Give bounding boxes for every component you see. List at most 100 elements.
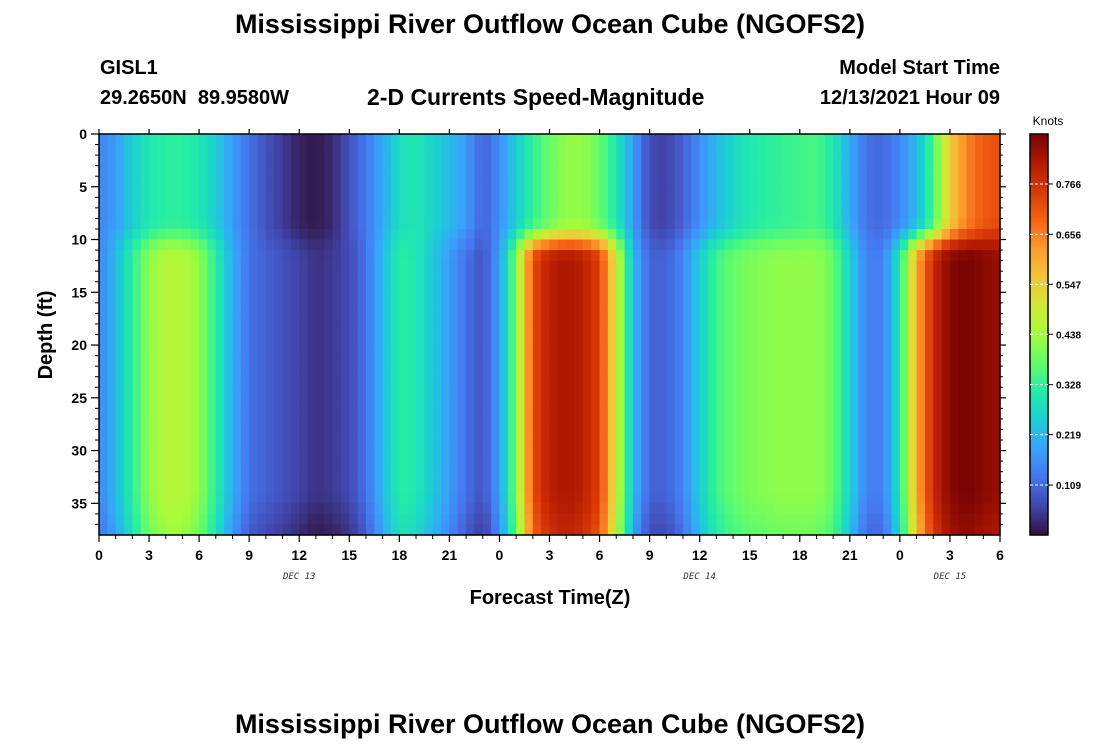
heatmap-cell	[624, 397, 634, 409]
heatmap-cell	[641, 207, 651, 220]
heatmap-cell	[616, 176, 626, 188]
heatmap-cell	[482, 450, 492, 462]
heatmap-cell	[816, 239, 826, 251]
heatmap-cell	[182, 366, 192, 378]
heatmap-cell	[274, 503, 284, 515]
heatmap-cell	[816, 155, 826, 167]
heatmap-cell	[357, 492, 367, 504]
heatmap-cell	[699, 271, 709, 283]
heatmap-cell	[149, 387, 158, 399]
heatmap-cell	[866, 461, 876, 473]
heatmap-cell	[499, 134, 509, 146]
heatmap-cell	[491, 492, 501, 504]
heatmap-cell	[115, 513, 125, 526]
heatmap-cell	[407, 323, 417, 336]
heatmap-cell	[107, 450, 117, 462]
heatmap-cell	[441, 186, 450, 198]
heatmap-cell	[390, 450, 400, 462]
heatmap-cell	[382, 323, 392, 336]
heatmap-cell	[774, 408, 784, 420]
heatmap-cell	[299, 292, 309, 304]
heatmap-cell	[849, 186, 859, 198]
heatmap-cell	[224, 323, 234, 336]
heatmap-cell	[382, 397, 392, 409]
heatmap-cell	[616, 418, 626, 431]
heatmap-cell	[416, 408, 425, 420]
heatmap-cell	[474, 313, 484, 325]
heatmap-cell	[858, 418, 868, 431]
heatmap-cell	[991, 524, 1001, 536]
heatmap-cell	[140, 461, 150, 473]
heatmap-cell	[274, 197, 284, 209]
heatmap-cell	[766, 134, 776, 146]
heatmap-cell	[941, 323, 951, 336]
heatmap-cell	[574, 461, 584, 473]
heatmap-cell	[591, 482, 601, 494]
heatmap-cell	[399, 197, 409, 209]
heatmap-cell	[516, 281, 526, 293]
heatmap-cell	[824, 387, 834, 399]
heatmap-cell	[916, 408, 926, 420]
heatmap-cell	[899, 281, 909, 293]
heatmap-cell	[599, 418, 609, 431]
heatmap-cell	[399, 281, 409, 293]
heatmap-cell	[466, 450, 476, 462]
heatmap-cell	[849, 250, 859, 262]
heatmap-cell	[649, 334, 659, 346]
heatmap-cell	[899, 155, 909, 167]
heatmap-cell	[749, 250, 759, 262]
heatmap-cell	[349, 281, 359, 293]
heatmap-cell	[766, 334, 776, 346]
heatmap-cell	[307, 260, 317, 272]
heatmap-cell	[424, 461, 434, 473]
heatmap-cell	[190, 302, 200, 314]
heatmap-cell	[416, 281, 425, 293]
heatmap-cell	[449, 387, 459, 399]
heatmap-cell	[657, 503, 667, 515]
heatmap-cell	[958, 228, 968, 241]
heatmap-cell	[374, 376, 384, 388]
heatmap-cell	[766, 524, 776, 536]
heatmap-cell	[199, 302, 209, 314]
heatmap-cell	[299, 450, 309, 462]
heatmap-cell	[224, 176, 234, 188]
heatmap-cell	[933, 334, 943, 346]
heatmap-cell	[549, 186, 559, 198]
heatmap-cell	[390, 461, 400, 473]
heatmap-cell	[691, 134, 701, 146]
heatmap-cell	[733, 334, 742, 346]
heatmap-cell	[924, 345, 934, 357]
heatmap-cell	[382, 408, 392, 420]
heatmap-cell	[340, 440, 350, 452]
heatmap-cell	[674, 155, 684, 167]
heatmap-cell	[507, 228, 517, 241]
heatmap-cell	[407, 492, 417, 504]
heatmap-cell	[799, 250, 809, 262]
heatmap-cell	[249, 334, 259, 346]
heatmap-cell	[541, 207, 551, 220]
heatmap-cell	[441, 355, 450, 367]
heatmap-cell	[399, 482, 409, 494]
heatmap-cell	[724, 176, 734, 188]
heatmap-cell	[190, 134, 200, 146]
heatmap-cell	[190, 207, 200, 220]
heatmap-cell	[441, 408, 450, 420]
heatmap-cell	[883, 207, 893, 220]
heatmap-cell	[382, 376, 392, 388]
heatmap-cell	[365, 144, 375, 156]
heatmap-cell	[699, 397, 709, 409]
heatmap-cell	[115, 418, 125, 431]
heatmap-cell	[299, 186, 309, 198]
heatmap-cell	[883, 165, 893, 177]
heatmap-cell	[290, 440, 300, 452]
y-tick-label: 30	[71, 443, 87, 459]
heatmap-cell	[941, 408, 951, 420]
heatmap-cell	[883, 355, 893, 367]
heatmap-cell	[432, 397, 442, 409]
heatmap-cell	[699, 250, 709, 262]
heatmap-cell	[691, 408, 701, 420]
heatmap-cell	[724, 418, 734, 431]
heatmap-cell	[708, 461, 717, 473]
heatmap-cell	[524, 302, 534, 314]
heatmap-cell	[115, 292, 125, 304]
